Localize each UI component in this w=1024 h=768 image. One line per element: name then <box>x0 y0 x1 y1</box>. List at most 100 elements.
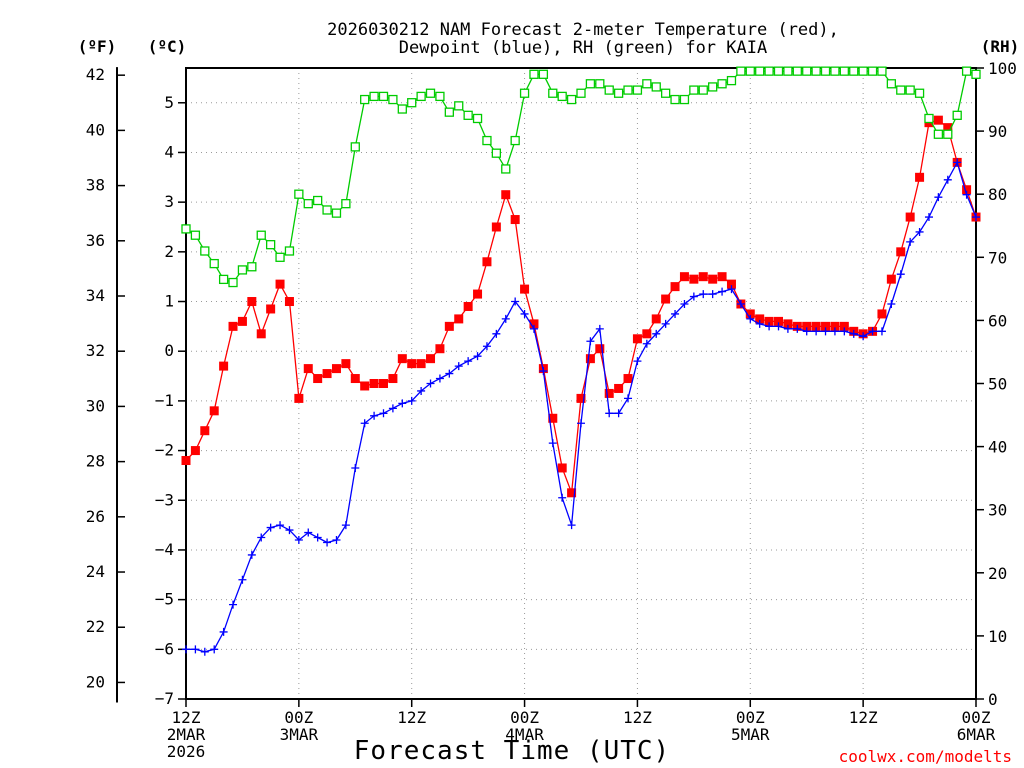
celsius-tick-label: 1 <box>164 292 174 311</box>
rh-point <box>660 88 671 98</box>
rh-tick-label: 70 <box>988 248 1007 267</box>
fahrenheit-tick-label: 26 <box>86 507 105 526</box>
rh-point <box>839 66 849 76</box>
temperature-point <box>209 406 219 416</box>
dewpoint-point <box>426 379 435 388</box>
rh-point <box>256 230 266 240</box>
rh-point <box>689 85 699 95</box>
rh-point <box>416 91 426 102</box>
temperature-point <box>331 364 341 374</box>
dewpoint-point <box>896 270 905 279</box>
rh-point <box>360 94 370 105</box>
dewpoint-point <box>332 536 341 545</box>
rh-point <box>802 66 812 76</box>
series-temperature <box>181 115 981 498</box>
temperature-point <box>190 446 200 456</box>
rh-point <box>708 82 718 92</box>
rh-point <box>181 224 191 234</box>
rh-tick-label: 60 <box>988 311 1007 330</box>
rh-point <box>745 66 755 76</box>
dewpoint-point <box>614 409 623 418</box>
celsius-tick-label: −5 <box>155 590 174 609</box>
dewpoint-point <box>718 287 727 296</box>
rh-point <box>538 69 549 79</box>
dewpoint-point <box>257 533 266 542</box>
temperature-point <box>181 456 191 466</box>
rh-point <box>811 66 821 76</box>
rh-point <box>247 262 257 272</box>
dewpoint-point <box>360 419 369 428</box>
data-series <box>181 66 981 656</box>
celsius-tick-label: −7 <box>155 689 174 708</box>
temperature-point <box>520 284 530 294</box>
fahrenheit-tick-label: 36 <box>86 231 105 250</box>
celsius-tick-label: 3 <box>164 192 174 211</box>
rh-point <box>369 91 379 102</box>
rh-unit-label: (RH) <box>981 37 1020 56</box>
rh-point <box>877 66 887 76</box>
rh-point <box>773 66 784 76</box>
dewpoint-point <box>341 521 350 530</box>
dewpoint-point <box>793 324 802 333</box>
rh-point <box>313 195 323 206</box>
temperature-point <box>651 314 661 324</box>
dewpoint-point <box>548 439 557 448</box>
temperature-point <box>341 359 351 369</box>
temperature-point <box>557 463 567 473</box>
rh-tick-label: 30 <box>988 501 1007 520</box>
rh-point <box>566 94 577 105</box>
dewpoint-point <box>736 300 745 309</box>
rh-point <box>576 88 586 98</box>
dewpoint-point <box>210 645 219 654</box>
rh-point <box>943 129 953 139</box>
rh-point <box>933 129 944 139</box>
rh-point <box>764 66 774 76</box>
x-tick-label: 00Z <box>962 708 991 727</box>
dewpoint-point <box>191 645 200 654</box>
rh-point <box>613 88 624 98</box>
rh-point <box>200 246 210 256</box>
dewpoint-point <box>877 327 886 336</box>
rh-point <box>632 85 643 95</box>
rh-point <box>604 85 614 95</box>
rh-point <box>425 88 436 98</box>
rh-point <box>679 94 690 105</box>
temperature-point <box>510 215 520 225</box>
rh-point <box>472 113 483 124</box>
temperature-point <box>275 279 285 289</box>
fahrenheit-tick-label: 40 <box>86 120 105 139</box>
dewpoint-line <box>186 160 977 653</box>
credit-text: coolwx.com/modelts <box>839 747 1012 766</box>
rh-tick-label: 50 <box>988 375 1007 394</box>
x-axis-title: Forecast Time (UTC) <box>354 736 670 766</box>
fahrenheit-tick-label: 42 <box>86 65 105 84</box>
rh-point <box>914 88 925 98</box>
dewpoint-point <box>671 309 680 318</box>
temperature-point <box>237 316 247 326</box>
dewpoint-point <box>595 324 604 333</box>
temperature-point <box>228 321 238 331</box>
rh-point <box>519 88 530 98</box>
celsius-tick-label: −1 <box>155 391 174 410</box>
temperature-line <box>185 119 977 494</box>
temperature-point <box>266 304 276 314</box>
dewpoint-point <box>972 213 980 222</box>
dewpoint-point <box>689 292 698 301</box>
rh-point <box>961 66 972 76</box>
rh-point <box>698 85 708 95</box>
dewpoint-point <box>482 342 491 351</box>
temperature-point <box>567 488 577 498</box>
temperature-point <box>397 354 407 364</box>
dewpoint-point <box>379 409 388 418</box>
rh-point <box>783 66 793 76</box>
temperature-point <box>632 334 642 344</box>
temperature-point <box>689 274 699 284</box>
temperature-point <box>717 272 727 282</box>
temperature-point <box>482 257 492 267</box>
dewpoint-point <box>924 213 933 222</box>
fahrenheit-tick-label: 32 <box>86 341 105 360</box>
x-tick-label: 3MAR <box>280 725 319 744</box>
dewpoint-point <box>962 190 971 199</box>
x-tick-label: 00Z <box>736 708 765 727</box>
dewpoint-point <box>464 357 473 366</box>
